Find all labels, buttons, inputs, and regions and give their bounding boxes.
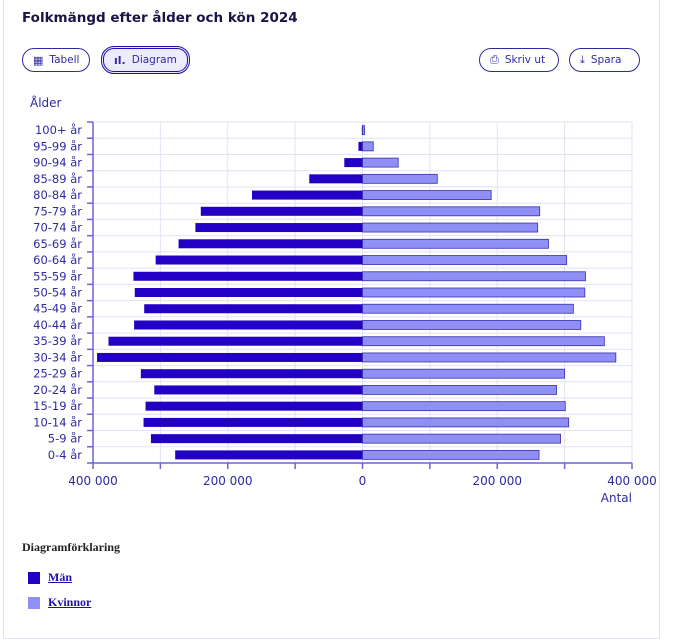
bar-men xyxy=(178,239,363,249)
bar-men xyxy=(358,141,363,151)
bar-women xyxy=(362,222,539,233)
print-label: Skriv ut xyxy=(504,54,546,66)
bar-men xyxy=(143,417,363,427)
page-title: Folkmängd efter ålder och kön 2024 xyxy=(22,10,298,26)
table-view-button[interactable]: ▦ Tabell xyxy=(22,48,90,72)
printer-icon: ⎙ xyxy=(490,53,499,66)
y-tick-label: 55-59 år xyxy=(33,269,82,283)
population-pyramid-chart: Ålder Antal 100+ år 95-99 år 90-94 år 85-89… xyxy=(30,95,657,505)
y-tick-label: 95-99 år xyxy=(33,139,82,153)
x-axis-title: Antal xyxy=(601,491,632,505)
bar-men xyxy=(133,271,363,281)
bar-men xyxy=(309,174,363,184)
bar-women xyxy=(362,287,586,298)
bar-men xyxy=(252,190,363,200)
bar-women xyxy=(362,271,586,282)
bar-men xyxy=(195,223,363,233)
bar-men xyxy=(134,320,363,330)
bar-women xyxy=(362,303,574,314)
table-icon: ▦ xyxy=(33,53,44,67)
y-tick-label: 85-89 år xyxy=(33,172,82,186)
bar-women xyxy=(362,352,617,363)
bar-women xyxy=(362,190,492,200)
y-tick-label: 75-79 år xyxy=(33,204,82,218)
x-tick-label: 200 000 xyxy=(472,474,522,488)
table-label: Tabell xyxy=(49,54,80,66)
bar-men xyxy=(344,158,363,168)
y-tick-label: 30-34 år xyxy=(33,350,82,364)
bar-women xyxy=(362,238,549,249)
chart-view-button[interactable]: ıl. Diagram xyxy=(101,46,190,74)
bar-women xyxy=(362,433,561,444)
bar-men xyxy=(144,304,363,314)
bar-women xyxy=(362,368,566,379)
bar-men xyxy=(145,401,363,411)
save-label: Spara xyxy=(590,54,622,66)
bar-women xyxy=(362,401,566,412)
bar-women xyxy=(362,417,570,428)
y-tick-label: 90-94 år xyxy=(33,156,82,170)
bar-women xyxy=(362,125,365,136)
y-tick-label: 65-69 år xyxy=(33,237,82,251)
y-tick-label: 100+ år xyxy=(35,123,82,137)
bar-women xyxy=(362,157,399,168)
y-tick-label: 60-64 år xyxy=(33,253,82,267)
legend-item-men[interactable]: Män xyxy=(28,570,72,585)
y-tick-label: 15-19 år xyxy=(33,399,82,413)
bar-men xyxy=(134,288,363,297)
bar-chart-icon: ıl. xyxy=(114,53,126,67)
legend-item-women[interactable]: Kvinnor xyxy=(28,595,91,610)
chart-label: Diagram xyxy=(131,54,177,66)
y-tick-label: 10-14 år xyxy=(33,415,82,429)
bar-women xyxy=(362,336,605,347)
y-axis-title: Ålder xyxy=(30,95,62,110)
download-icon: ⤓ xyxy=(580,53,585,66)
bar-men xyxy=(140,369,363,379)
women-swatch xyxy=(28,596,40,609)
bar-women xyxy=(362,385,557,395)
bar-women xyxy=(362,255,568,265)
bar-men xyxy=(175,450,363,460)
y-tick-label: 0-4 år xyxy=(48,448,82,462)
y-tick-label: 35-39 år xyxy=(33,334,82,348)
chart-card xyxy=(3,0,660,639)
bar-men xyxy=(150,434,363,444)
x-tick-label: 200 000 xyxy=(203,474,253,488)
legend-title: Diagramförklaring xyxy=(22,540,120,554)
men-swatch xyxy=(28,571,40,584)
bar-men xyxy=(154,385,363,395)
bar-women xyxy=(362,173,438,184)
y-tick-label: 70-74 år xyxy=(33,221,82,235)
y-tick-label: 50-54 år xyxy=(33,286,82,300)
legend-link-men[interactable]: Män xyxy=(48,570,72,584)
bar-men xyxy=(200,206,363,216)
y-tick-label: 45-49 år xyxy=(33,302,82,316)
legend-link-women[interactable]: Kvinnor xyxy=(48,595,92,609)
bar-men xyxy=(97,352,363,362)
y-tick-label: 20-24 år xyxy=(33,383,82,397)
bar-women xyxy=(362,449,540,460)
print-button[interactable]: ⎙ Skriv ut xyxy=(479,48,559,72)
bar-men xyxy=(155,255,363,265)
y-tick-label: 80-84 år xyxy=(33,188,82,202)
y-tick-label: 25-29 år xyxy=(33,367,82,381)
x-tick-label: 400 000 xyxy=(68,474,118,488)
bar-women xyxy=(362,320,582,330)
bar-men xyxy=(108,336,363,346)
x-tick-label: 0 xyxy=(359,474,367,488)
bar-women xyxy=(362,141,374,152)
save-button[interactable]: ⤓ Spara xyxy=(569,48,640,72)
y-tick-label: 5-9 år xyxy=(48,432,82,446)
x-tick-label: 400 000 xyxy=(607,474,657,488)
y-tick-label: 40-44 år xyxy=(33,318,82,332)
bar-women xyxy=(362,206,541,217)
